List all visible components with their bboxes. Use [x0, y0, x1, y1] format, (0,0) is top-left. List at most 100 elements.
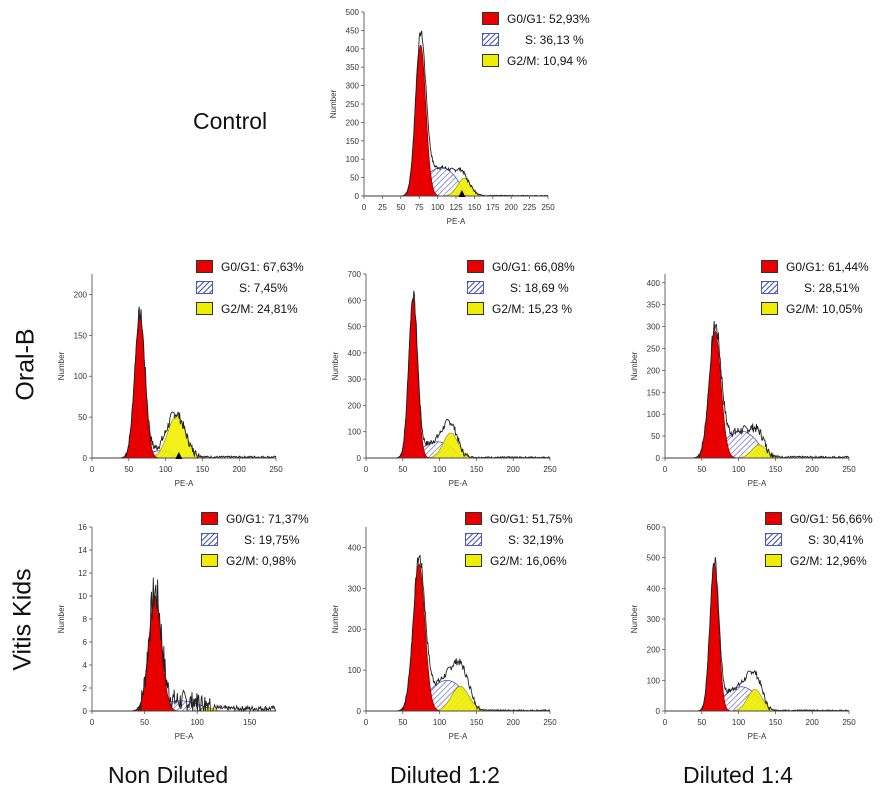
y-tick-label: 200 [647, 646, 661, 655]
g2m-swatch [482, 54, 499, 67]
column-label-non-diluted: Non Diluted [108, 762, 229, 788]
y-tick-label: 0 [355, 192, 360, 201]
y-tick-label: 4 [83, 661, 88, 670]
x-axis-label: PE-A [748, 732, 767, 741]
s-phase-swatch [465, 533, 482, 546]
y-tick-label: 600 [647, 523, 661, 532]
legend-g2m: G2/M: 10,05% [786, 301, 863, 316]
x-tick-label: 150 [470, 718, 484, 727]
g0g1-swatch [196, 260, 213, 273]
legend-g0g1: G0/G1: 51,75% [490, 511, 573, 526]
y-tick-label: 100 [647, 676, 661, 685]
histogram-oralb-diluted-1-2-svg: 0 50 100 150 200 250 0 100 200 300 400 500 600 700 PE-… [331, 270, 557, 488]
x-tick-label: 25 [378, 203, 387, 212]
y-tick-label: 500 [346, 8, 360, 17]
x-tick-label: 200 [233, 465, 247, 474]
x-tick-label: 250 [842, 718, 856, 727]
y-tick-label: 500 [647, 554, 661, 563]
x-tick-label: 50 [697, 718, 706, 727]
s-phase-swatch [761, 281, 778, 294]
g2m-area [665, 689, 849, 712]
x-tick-label: 50 [396, 203, 405, 212]
g2m-area [92, 415, 276, 459]
y-tick-label: 400 [348, 349, 362, 358]
x-tick-label: 75 [415, 203, 424, 212]
y-tick-label: 250 [346, 100, 360, 109]
x-tick-label: 50 [140, 718, 149, 727]
x-tick-label: 0 [90, 465, 95, 474]
x-tick-label: 100 [732, 718, 746, 727]
column-label-diluted-1-2: Diluted 1:2 [390, 762, 500, 788]
histogram-oralb-non-diluted: 0 50 100 150 200 250 0 50 100 150 200 PE-A Number [44, 262, 284, 497]
legend-g0g1: G0/G1: 66,08% [492, 259, 575, 274]
y-tick-label: 250 [647, 344, 661, 353]
x-tick-label: 100 [190, 718, 204, 727]
y-tick-label: 200 [346, 118, 360, 127]
x-axis-label: PE-A [447, 217, 466, 226]
histogram-vitis-diluted-1-2-svg: 0 50 100 150 200 250 0 100 200 300 400 PE-A Number [331, 527, 557, 741]
y-tick-label: 200 [74, 290, 88, 299]
legend-g2m: G2/M: 24,81% [221, 301, 298, 316]
x-tick-label: 50 [124, 465, 133, 474]
legend-g2m: G2/M: 12,96% [790, 553, 867, 568]
raw-data-outline [665, 320, 850, 459]
g0g1-swatch [761, 260, 778, 273]
legend-s: S: 19,75% [244, 532, 300, 547]
legend-vitis-diluted-1-4: G0/G1: 56,66% S: 30,41% G2/M: 12,96% [765, 508, 873, 571]
legend-s: S: 28,51% [804, 280, 860, 295]
g0g1-area [665, 563, 849, 712]
g2m-swatch [465, 554, 482, 567]
g2m-swatch [761, 302, 778, 315]
column-label-diluted-1-4: Diluted 1:4 [683, 762, 793, 788]
x-axis-label: PE-A [175, 732, 194, 741]
y-tick-label: 50 [350, 174, 359, 183]
legend-g2m: G2/M: 16,06% [490, 553, 567, 568]
g0g1-swatch [201, 512, 218, 525]
x-axis-label: PE-A [449, 479, 468, 488]
y-tick-label: 100 [346, 155, 360, 164]
y-tick-label: 500 [348, 323, 362, 332]
histogram-vitis-diluted-1-4-svg: 0 50 100 150 200 250 0 100 200 300 400 500 600 PE-A Nu… [630, 523, 856, 741]
histogram-oralb-diluted-1-4: 0 50 100 150 200 250 0 50 100 150 200 250 300 350 400 P… [617, 262, 857, 497]
y-axis-label: Number [630, 351, 639, 380]
s-phase-swatch [482, 33, 499, 46]
y-tick-label: 300 [348, 584, 362, 593]
legend-vitis-non-diluted: G0/G1: 71,37% S: 19,75% G2/M: 0,98% [201, 508, 309, 571]
x-tick-label: 125 [449, 203, 463, 212]
x-tick-label: 200 [806, 465, 820, 474]
g2m-swatch [196, 302, 213, 315]
x-axis-label: PE-A [449, 732, 468, 741]
x-tick-label: 0 [90, 718, 95, 727]
x-axis-label: PE-A [748, 479, 767, 488]
y-tick-label: 6 [83, 638, 88, 647]
g2m-swatch [201, 554, 218, 567]
legend-s: S: 32,19% [508, 532, 564, 547]
x-tick-label: 250 [269, 465, 283, 474]
legend-oralb-non-diluted: G0/G1: 67,63% S: 7,45% G2/M: 24,81% [196, 256, 304, 319]
legend-g2m: G2/M: 10,94 % [507, 53, 588, 68]
g2m-area [366, 432, 550, 459]
histogram-oralb-non-diluted-svg: 0 50 100 150 200 250 0 50 100 150 200 PE-A Number [57, 274, 283, 488]
legend-oralb-diluted-1-2: G0/G1: 66,08% S: 18,69 % G2/M: 15,23 % [467, 256, 575, 319]
histogram-oralb-diluted-1-4-svg: 0 50 100 150 200 250 0 50 100 150 200 250 300 350 400 P… [630, 274, 856, 488]
x-axis-label: PE-A [175, 479, 194, 488]
legend-g2m: G2/M: 15,23 % [492, 301, 573, 316]
y-tick-label: 200 [348, 401, 362, 410]
row-label-oral-b: Oral-B [11, 328, 40, 401]
x-tick-label: 150 [196, 465, 210, 474]
s-phase-area [92, 700, 276, 712]
g0g1-area [665, 330, 849, 459]
x-tick-label: 150 [769, 718, 783, 727]
g0g1-swatch [765, 512, 782, 525]
legend-g0g1: G0/G1: 52,93% [507, 11, 590, 26]
x-tick-label: 250 [842, 465, 856, 474]
legend-vitis-diluted-1-2: G0/G1: 51,75% S: 32,19% G2/M: 16,06% [465, 508, 573, 571]
x-tick-label: 150 [243, 718, 257, 727]
y-tick-label: 0 [357, 707, 362, 716]
y-tick-label: 400 [647, 279, 661, 288]
y-tick-label: 700 [348, 270, 362, 279]
histogram-vitis-diluted-1-4: 0 50 100 150 200 250 0 100 200 300 400 500 600 PE-A Nu… [617, 515, 857, 750]
x-tick-label: 0 [362, 203, 367, 212]
x-tick-label: 0 [364, 465, 369, 474]
y-tick-label: 0 [656, 707, 661, 716]
